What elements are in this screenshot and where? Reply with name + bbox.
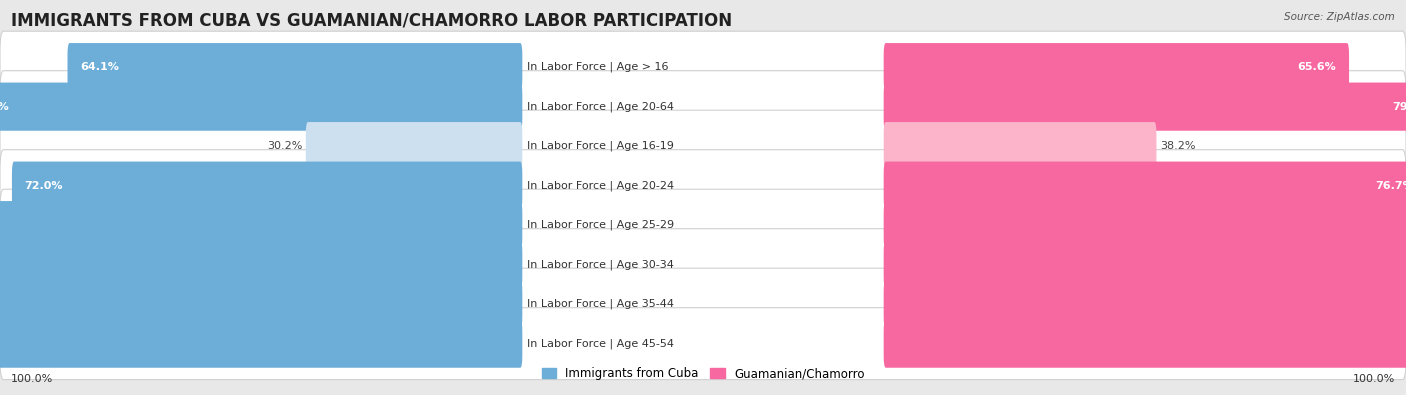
FancyBboxPatch shape bbox=[0, 280, 523, 328]
FancyBboxPatch shape bbox=[0, 31, 1406, 103]
Text: In Labor Force | Age 20-64: In Labor Force | Age 20-64 bbox=[527, 102, 675, 112]
Legend: Immigrants from Cuba, Guamanian/Chamorro: Immigrants from Cuba, Guamanian/Chamorro bbox=[537, 363, 869, 385]
Text: 79.7%: 79.7% bbox=[0, 102, 10, 112]
FancyBboxPatch shape bbox=[0, 71, 1406, 143]
Text: 65.6%: 65.6% bbox=[1298, 62, 1336, 72]
Text: Source: ZipAtlas.com: Source: ZipAtlas.com bbox=[1284, 12, 1395, 22]
FancyBboxPatch shape bbox=[884, 280, 1406, 328]
Text: 100.0%: 100.0% bbox=[11, 374, 53, 384]
Text: In Labor Force | Age 25-29: In Labor Force | Age 25-29 bbox=[527, 220, 675, 230]
FancyBboxPatch shape bbox=[884, 83, 1406, 131]
FancyBboxPatch shape bbox=[0, 268, 1406, 340]
FancyBboxPatch shape bbox=[0, 201, 523, 249]
Text: In Labor Force | Age 16-19: In Labor Force | Age 16-19 bbox=[527, 141, 673, 151]
Text: 38.2%: 38.2% bbox=[1160, 141, 1195, 151]
Text: 76.7%: 76.7% bbox=[1375, 181, 1406, 191]
FancyBboxPatch shape bbox=[884, 320, 1406, 368]
Text: 79.1%: 79.1% bbox=[1392, 102, 1406, 112]
FancyBboxPatch shape bbox=[67, 43, 523, 91]
FancyBboxPatch shape bbox=[884, 122, 1156, 170]
FancyBboxPatch shape bbox=[0, 83, 523, 131]
Text: 64.1%: 64.1% bbox=[80, 62, 120, 72]
Text: In Labor Force | Age 30-34: In Labor Force | Age 30-34 bbox=[527, 260, 673, 270]
Text: In Labor Force | Age 20-24: In Labor Force | Age 20-24 bbox=[527, 181, 675, 191]
Text: In Labor Force | Age > 16: In Labor Force | Age > 16 bbox=[527, 62, 669, 72]
FancyBboxPatch shape bbox=[307, 122, 523, 170]
FancyBboxPatch shape bbox=[0, 320, 523, 368]
FancyBboxPatch shape bbox=[884, 43, 1350, 91]
FancyBboxPatch shape bbox=[0, 150, 1406, 222]
FancyBboxPatch shape bbox=[0, 189, 1406, 261]
FancyBboxPatch shape bbox=[884, 162, 1406, 210]
Text: 30.2%: 30.2% bbox=[267, 141, 302, 151]
Text: In Labor Force | Age 45-54: In Labor Force | Age 45-54 bbox=[527, 339, 675, 349]
FancyBboxPatch shape bbox=[0, 241, 523, 289]
FancyBboxPatch shape bbox=[13, 162, 523, 210]
Text: IMMIGRANTS FROM CUBA VS GUAMANIAN/CHAMORRO LABOR PARTICIPATION: IMMIGRANTS FROM CUBA VS GUAMANIAN/CHAMOR… bbox=[11, 12, 733, 30]
Text: 100.0%: 100.0% bbox=[1353, 374, 1395, 384]
Text: 72.0%: 72.0% bbox=[25, 181, 63, 191]
Text: In Labor Force | Age 35-44: In Labor Force | Age 35-44 bbox=[527, 299, 675, 309]
FancyBboxPatch shape bbox=[884, 201, 1406, 249]
FancyBboxPatch shape bbox=[0, 110, 1406, 182]
FancyBboxPatch shape bbox=[884, 241, 1406, 289]
FancyBboxPatch shape bbox=[0, 308, 1406, 380]
FancyBboxPatch shape bbox=[0, 229, 1406, 301]
